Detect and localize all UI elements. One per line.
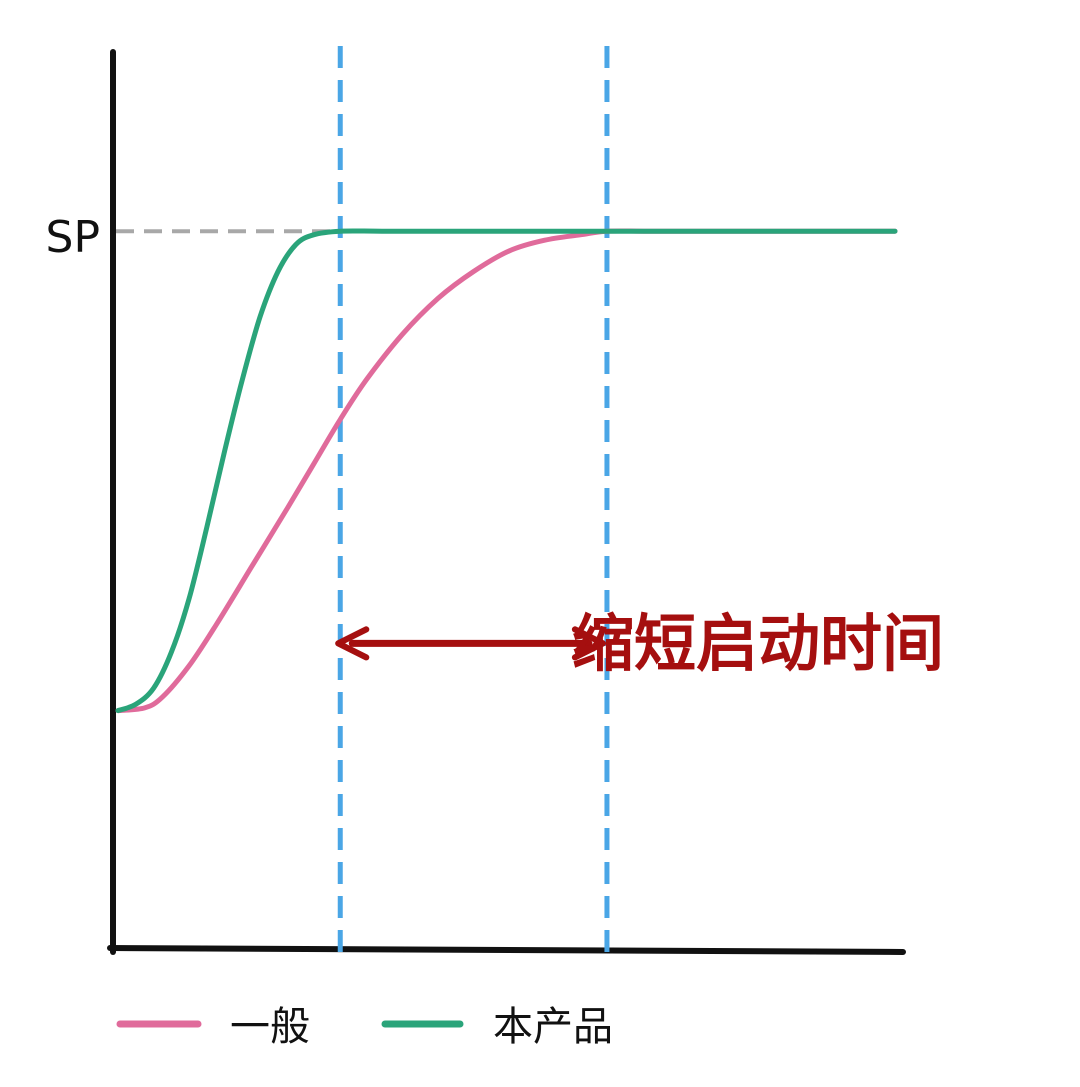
setpoint-label: SP — [46, 212, 100, 263]
annotation-label: 缩短启动时间 — [572, 607, 944, 680]
series-line-1 — [115, 228, 898, 714]
axes — [107, 49, 906, 955]
annotation: 缩短启动时间 — [335, 607, 944, 680]
marker-lines — [337, 46, 610, 952]
series-lines — [115, 228, 898, 714]
legend-label-general: 一般 — [230, 1004, 310, 1050]
x-axis-line — [107, 945, 906, 955]
legend: 一般 本产品 — [116, 1004, 613, 1050]
legend-label-product: 本产品 — [493, 1004, 613, 1050]
